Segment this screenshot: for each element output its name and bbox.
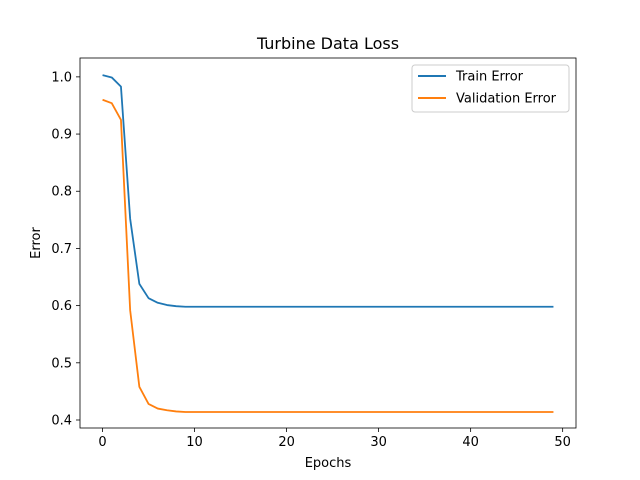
x-tick-label: 0 — [98, 435, 106, 450]
series-line-validation-error — [102, 98, 554, 413]
series-layer — [102, 74, 554, 413]
chart-title: Turbine Data Loss — [256, 34, 399, 53]
x-tick-label: 20 — [278, 435, 295, 450]
series-line-train-error — [102, 74, 554, 308]
x-tick-label: 10 — [186, 435, 203, 450]
legend-label-train-error: Train Error — [455, 70, 524, 85]
y-tick-label: 0.9 — [51, 128, 72, 143]
y-tick-label: 0.6 — [51, 299, 72, 314]
x-tick-label: 50 — [554, 435, 571, 450]
y-tick-label: 0.8 — [51, 185, 72, 200]
x-axis-label: Epochs — [305, 456, 352, 471]
y-tick-label: 0.4 — [51, 413, 72, 428]
legend-label-validation-error: Validation Error — [456, 92, 557, 107]
y-tick-label: 0.7 — [51, 242, 72, 257]
plot-frame — [79, 57, 577, 429]
y-axis-label: Error — [29, 227, 44, 259]
legend: Train Error Validation Error — [411, 64, 570, 113]
y-tick-label: 1.0 — [51, 70, 72, 85]
legend-box — [411, 64, 570, 113]
y-tick-label: 0.5 — [51, 356, 72, 371]
x-tick-label: 30 — [370, 435, 387, 450]
x-tick-label: 40 — [462, 435, 479, 450]
tick-layer: 0 10 20 30 40 50 0.4 0.5 0.6 0.7 0.8 0.9 1.0 — [51, 70, 571, 450]
